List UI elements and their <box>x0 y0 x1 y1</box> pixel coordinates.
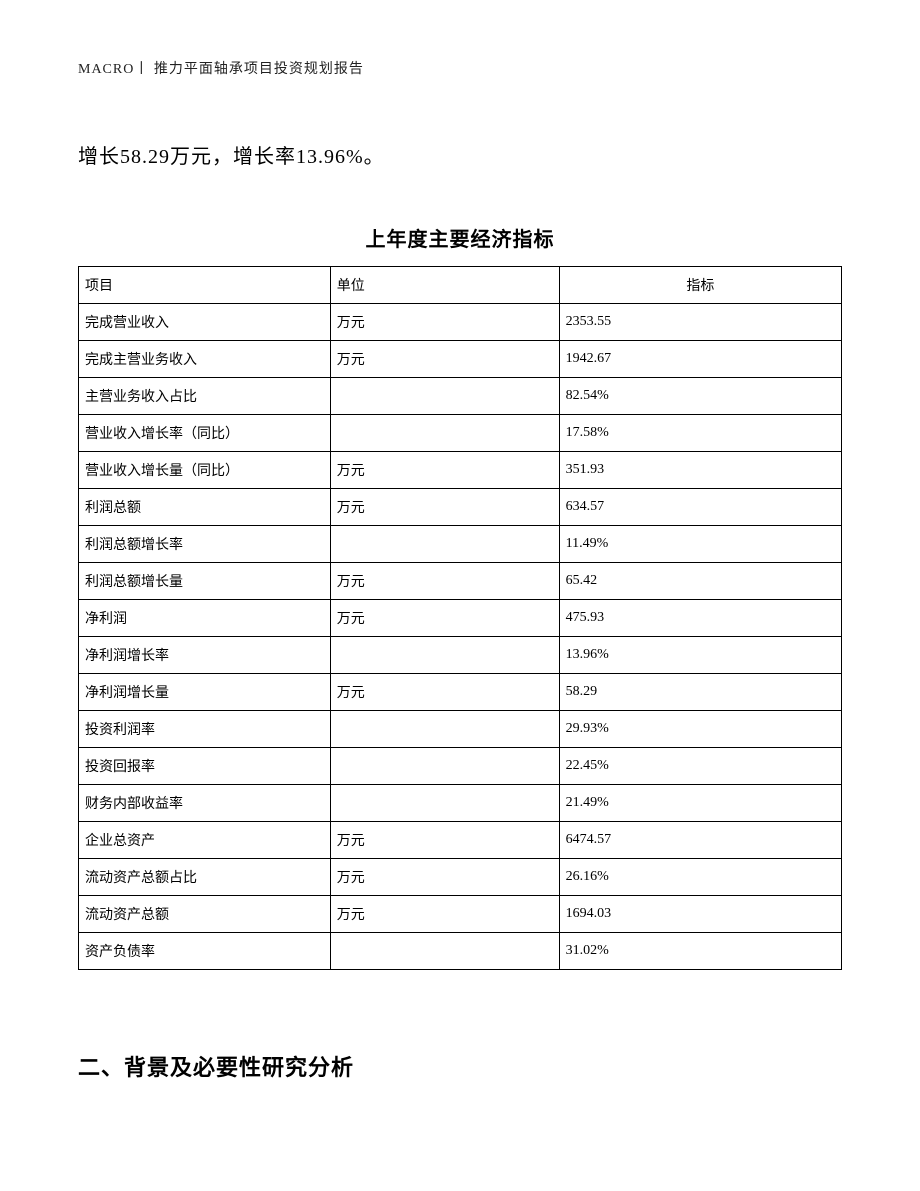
table-title: 上年度主要经济指标 <box>78 223 842 252</box>
table-body: 完成营业收入 万元 2353.55 完成主营业务收入 万元 1942.67 主营… <box>79 304 842 970</box>
cell-value: 634.57 <box>559 489 841 526</box>
cell-value: 26.16% <box>559 859 841 896</box>
col-header-unit: 单位 <box>330 267 559 304</box>
col-header-value: 指标 <box>559 267 841 304</box>
cell-value: 17.58% <box>559 415 841 452</box>
page-header: MACRO丨 推力平面轴承项目投资规划报告 <box>78 58 842 78</box>
cell-item: 财务内部收益率 <box>79 785 331 822</box>
table-row: 净利润 万元 475.93 <box>79 600 842 637</box>
table-row: 投资回报率 22.45% <box>79 748 842 785</box>
cell-item: 资产负债率 <box>79 933 331 970</box>
cell-item: 完成营业收入 <box>79 304 331 341</box>
cell-unit: 万元 <box>330 452 559 489</box>
cell-unit: 万元 <box>330 341 559 378</box>
cell-unit <box>330 637 559 674</box>
cell-unit <box>330 415 559 452</box>
cell-unit: 万元 <box>330 822 559 859</box>
cell-value: 13.96% <box>559 637 841 674</box>
cell-item: 完成主营业务收入 <box>79 341 331 378</box>
body-text-line: 增长58.29万元，增长率13.96%。 <box>78 140 842 169</box>
table-row: 利润总额 万元 634.57 <box>79 489 842 526</box>
cell-unit <box>330 526 559 563</box>
economic-indicators-table: 项目 单位 指标 完成营业收入 万元 2353.55 完成主营业务收入 万元 1… <box>78 266 842 970</box>
table-row: 利润总额增长率 11.49% <box>79 526 842 563</box>
cell-value: 65.42 <box>559 563 841 600</box>
section-heading: 二、背景及必要性研究分析 <box>78 1050 842 1082</box>
table-row: 利润总额增长量 万元 65.42 <box>79 563 842 600</box>
table-row: 资产负债率 31.02% <box>79 933 842 970</box>
cell-item: 利润总额 <box>79 489 331 526</box>
table-row: 营业收入增长率（同比） 17.58% <box>79 415 842 452</box>
table-row: 投资利润率 29.93% <box>79 711 842 748</box>
table-row: 完成主营业务收入 万元 1942.67 <box>79 341 842 378</box>
table-row: 流动资产总额占比 万元 26.16% <box>79 859 842 896</box>
cell-unit: 万元 <box>330 896 559 933</box>
table-row: 财务内部收益率 21.49% <box>79 785 842 822</box>
cell-item: 投资回报率 <box>79 748 331 785</box>
table-row: 完成营业收入 万元 2353.55 <box>79 304 842 341</box>
cell-unit <box>330 748 559 785</box>
cell-unit <box>330 785 559 822</box>
cell-unit: 万元 <box>330 600 559 637</box>
cell-value: 21.49% <box>559 785 841 822</box>
table-row: 企业总资产 万元 6474.57 <box>79 822 842 859</box>
cell-value: 475.93 <box>559 600 841 637</box>
cell-item: 流动资产总额占比 <box>79 859 331 896</box>
page-container: MACRO丨 推力平面轴承项目投资规划报告 增长58.29万元，增长率13.96… <box>0 0 920 1082</box>
cell-unit: 万元 <box>330 859 559 896</box>
cell-value: 58.29 <box>559 674 841 711</box>
cell-value: 11.49% <box>559 526 841 563</box>
cell-value: 351.93 <box>559 452 841 489</box>
cell-value: 6474.57 <box>559 822 841 859</box>
cell-unit <box>330 378 559 415</box>
table-row: 营业收入增长量（同比） 万元 351.93 <box>79 452 842 489</box>
cell-value: 1694.03 <box>559 896 841 933</box>
cell-value: 2353.55 <box>559 304 841 341</box>
cell-item: 企业总资产 <box>79 822 331 859</box>
cell-item: 投资利润率 <box>79 711 331 748</box>
table-header-row: 项目 单位 指标 <box>79 267 842 304</box>
table-row: 主营业务收入占比 82.54% <box>79 378 842 415</box>
cell-value: 1942.67 <box>559 341 841 378</box>
cell-value: 82.54% <box>559 378 841 415</box>
table-row: 流动资产总额 万元 1694.03 <box>79 896 842 933</box>
cell-item: 主营业务收入占比 <box>79 378 331 415</box>
col-header-item: 项目 <box>79 267 331 304</box>
cell-item: 营业收入增长量（同比） <box>79 452 331 489</box>
cell-item: 流动资产总额 <box>79 896 331 933</box>
cell-item: 营业收入增长率（同比） <box>79 415 331 452</box>
cell-unit <box>330 711 559 748</box>
cell-value: 22.45% <box>559 748 841 785</box>
cell-unit: 万元 <box>330 489 559 526</box>
cell-value: 29.93% <box>559 711 841 748</box>
cell-item: 利润总额增长率 <box>79 526 331 563</box>
cell-unit: 万元 <box>330 563 559 600</box>
cell-unit: 万元 <box>330 674 559 711</box>
cell-item: 净利润 <box>79 600 331 637</box>
cell-unit <box>330 933 559 970</box>
cell-unit: 万元 <box>330 304 559 341</box>
cell-item: 净利润增长量 <box>79 674 331 711</box>
table-row: 净利润增长率 13.96% <box>79 637 842 674</box>
cell-item: 利润总额增长量 <box>79 563 331 600</box>
cell-value: 31.02% <box>559 933 841 970</box>
cell-item: 净利润增长率 <box>79 637 331 674</box>
table-row: 净利润增长量 万元 58.29 <box>79 674 842 711</box>
